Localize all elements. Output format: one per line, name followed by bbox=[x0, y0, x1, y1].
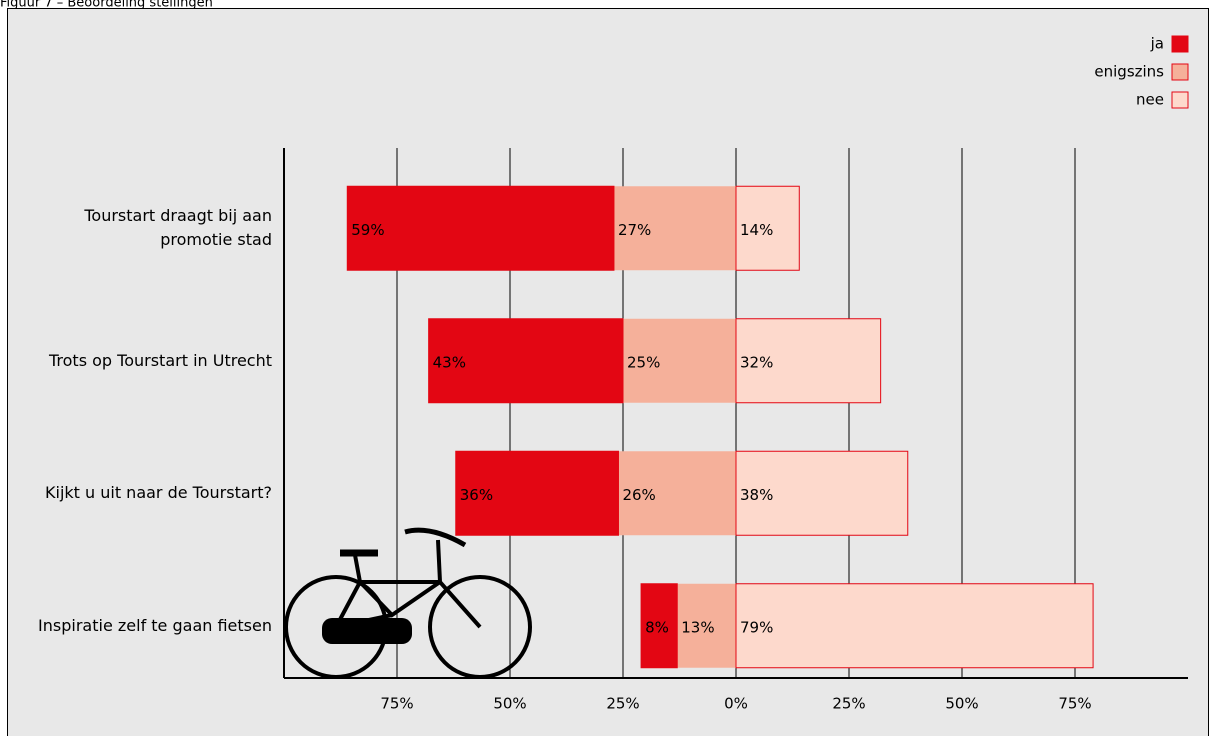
bar bbox=[735, 318, 882, 404]
x-tick-label: 50% bbox=[945, 695, 978, 713]
data-label: 43% bbox=[433, 353, 466, 371]
legend-swatch bbox=[1171, 63, 1189, 81]
bicycle-chain-guard bbox=[322, 618, 412, 644]
bar bbox=[735, 185, 800, 271]
x-tick-label: 0% bbox=[724, 695, 748, 713]
x-tick-label: 75% bbox=[380, 695, 413, 713]
data-label: 14% bbox=[740, 221, 773, 239]
category-label: Tourstart draagt bij aan promotie stad bbox=[84, 206, 272, 250]
data-label: 32% bbox=[740, 353, 773, 371]
legend-swatch bbox=[1171, 91, 1189, 109]
bar bbox=[623, 318, 736, 403]
chart-title: Figuur 7 – Beoordeling stellingen bbox=[0, 0, 213, 11]
bar bbox=[640, 583, 678, 669]
legend-label: ja bbox=[1150, 35, 1164, 53]
data-label: 27% bbox=[618, 221, 651, 239]
x-tick-label: 75% bbox=[1058, 695, 1091, 713]
data-label: 59% bbox=[351, 221, 384, 239]
x-tick-label: 25% bbox=[832, 695, 865, 713]
category-label: Inspiratie zelf te gaan fietsen bbox=[38, 615, 272, 635]
bar bbox=[735, 450, 909, 536]
legend-label: enigszins bbox=[1094, 63, 1164, 81]
bar bbox=[428, 318, 624, 404]
data-label: 26% bbox=[622, 486, 655, 504]
bar bbox=[677, 583, 736, 668]
bar bbox=[618, 451, 736, 536]
data-label: 79% bbox=[740, 618, 773, 636]
data-label: 25% bbox=[627, 353, 660, 371]
data-label: 13% bbox=[681, 618, 714, 636]
bar bbox=[346, 185, 615, 271]
category-label: Trots op Tourstart in Utrecht bbox=[48, 350, 272, 370]
legend-swatch bbox=[1171, 35, 1189, 53]
category-label: Kijkt u uit naar de Tourstart? bbox=[45, 483, 272, 503]
data-label: 36% bbox=[460, 486, 493, 504]
bar bbox=[455, 450, 619, 536]
legend-label: nee bbox=[1136, 91, 1164, 109]
x-tick-label: 25% bbox=[606, 695, 639, 713]
bar bbox=[613, 186, 736, 271]
data-label: 8% bbox=[645, 618, 669, 636]
data-label: 38% bbox=[740, 486, 773, 504]
x-tick-label: 50% bbox=[493, 695, 526, 713]
bar bbox=[735, 583, 1094, 669]
